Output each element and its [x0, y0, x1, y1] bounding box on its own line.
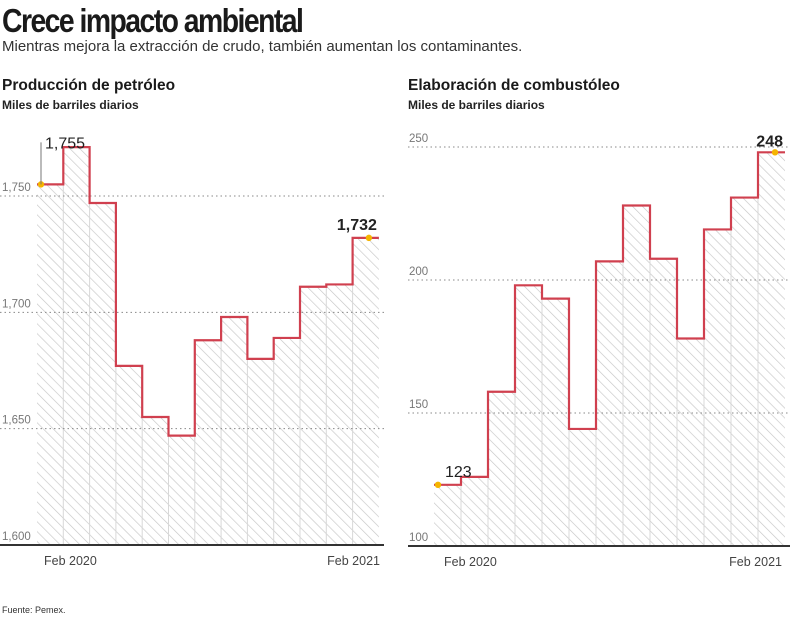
bar-nov-2020 [273, 337, 300, 545]
chart-1-subtitle: Miles de barriles diarios [2, 98, 139, 112]
bar-feb-2020 [434, 484, 461, 546]
y-tick-label: 100 [409, 532, 428, 544]
y-tick-label: 150 [409, 399, 428, 411]
series-step-line [434, 151, 785, 486]
bar-feb-2021 [758, 152, 785, 546]
bar-may-2020 [115, 365, 143, 545]
series-step-line [37, 146, 379, 437]
chart-1-title: Producción de petróleo [2, 77, 176, 94]
bar-ago-2020 [596, 261, 623, 546]
bar-jun-2020 [142, 417, 169, 545]
x-tick-label: Feb 2020 [444, 555, 497, 569]
highlight-dot [434, 481, 442, 489]
x-tick-label: Feb 2021 [729, 555, 782, 569]
bar-jun-2020 [542, 298, 569, 546]
data-label: 123 [445, 464, 472, 481]
x-tick-label: Feb 2021 [327, 554, 380, 568]
chart-produccion-petroleo: 1,600 1,650 1,700 1,750 Feb 2020 Feb 2021 1,75… [0, 135, 384, 568]
data-label: 1,732 [337, 217, 377, 234]
page-subtitle: Mientras mejora la extracción de crudo, … [2, 38, 523, 55]
bar-feb-2020 [37, 184, 64, 545]
source-note: Fuente: Pemex. [2, 605, 66, 615]
bar-ago-2020 [194, 340, 222, 545]
data-label: 248 [756, 133, 783, 150]
bar-mar-2020 [63, 147, 90, 545]
bar-dic-2020 [300, 286, 327, 545]
y-tick-label: 1,600 [2, 531, 31, 543]
y-tick-label: 250 [409, 133, 428, 145]
chart-elaboracion-combustoleo: 100 150 200 250 Feb 2020 Feb 2021 123 248 [408, 133, 790, 569]
bar-ene-2021 [326, 284, 353, 545]
y-tick-label: 1,750 [2, 182, 31, 194]
chart-2-subtitle: Miles de barriles diarios [408, 98, 545, 112]
highlight-dot [365, 234, 373, 242]
bar-jul-2020 [569, 428, 596, 546]
highlight-dot [771, 149, 779, 156]
bar-may-2020 [515, 285, 542, 546]
chart-2-title: Elaboración de combustóleo [408, 77, 620, 94]
bar-nov-2020 [677, 338, 704, 546]
bar-oct-2020 [247, 358, 274, 545]
data-label: 1,755 [45, 135, 85, 152]
y-tick-label: 1,700 [2, 298, 31, 310]
y-tick-label: 1,650 [2, 415, 31, 427]
bar-abr-2020 [89, 202, 116, 546]
x-tick-label: Feb 2020 [44, 554, 97, 568]
bar-sep-2020 [221, 316, 248, 545]
bar-oct-2020 [650, 258, 677, 546]
bar-dic-2020 [704, 229, 731, 546]
bar-sep-2020 [623, 205, 650, 546]
bar-jul-2020 [168, 435, 195, 545]
bar-abr-2020 [488, 391, 515, 546]
bar-mar-2020 [461, 476, 488, 546]
bar-feb-2021 [352, 237, 379, 545]
y-tick-label: 200 [409, 266, 428, 278]
page-title: Crece impacto ambiental [2, 2, 304, 39]
bar-ene-2021 [731, 197, 758, 547]
